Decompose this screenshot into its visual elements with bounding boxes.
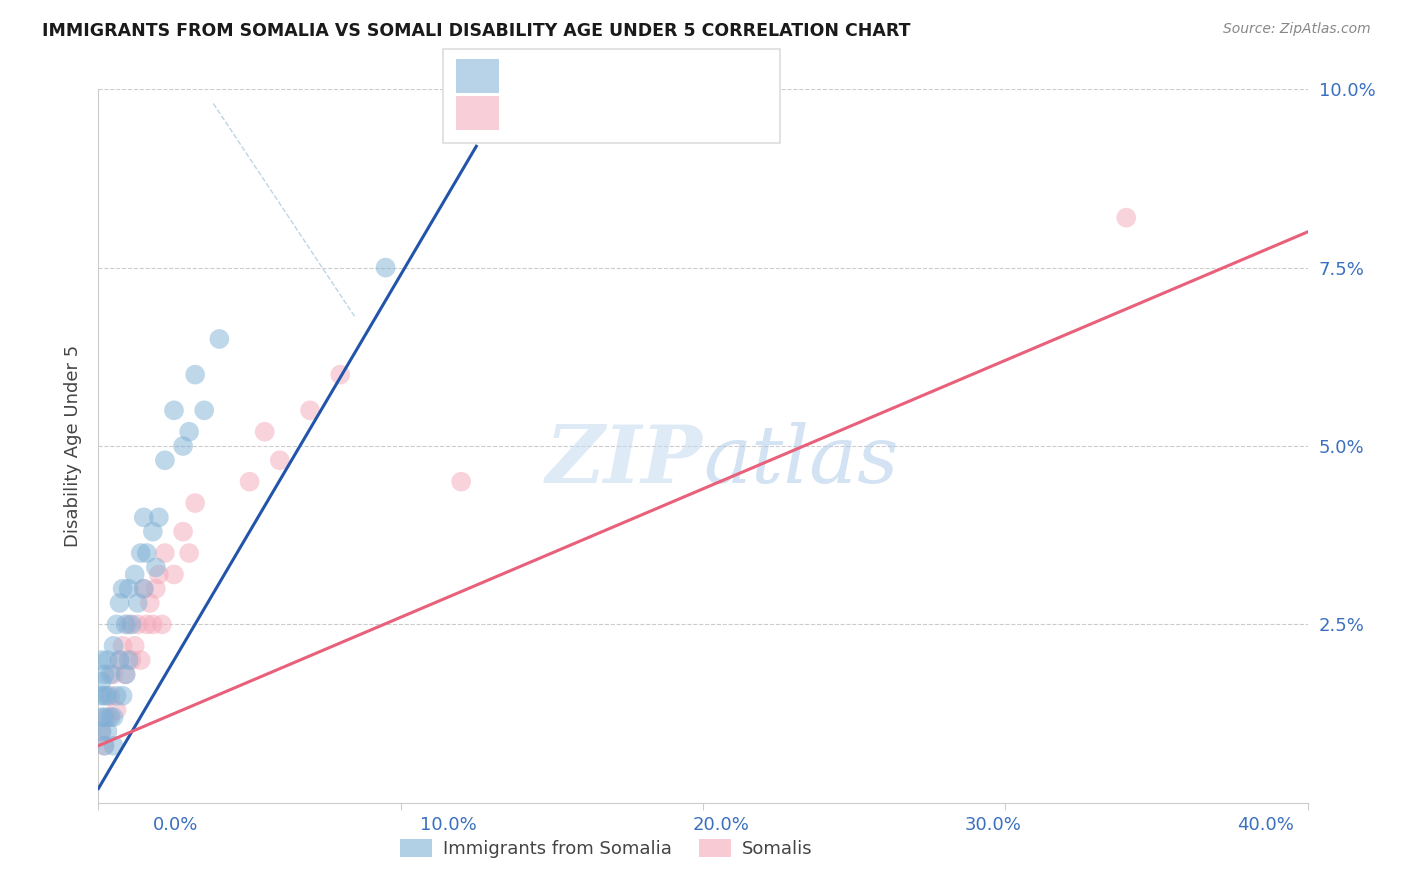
Point: [299, 403, 322, 417]
Point: [329, 368, 352, 382]
Point: [193, 403, 215, 417]
Point: [90, 724, 112, 739]
Point: [96, 724, 118, 739]
Point: [374, 260, 396, 275]
Point: [148, 510, 170, 524]
Text: 10.0%: 10.0%: [420, 816, 477, 834]
Point: [100, 689, 122, 703]
Text: 40.0%: 40.0%: [1237, 816, 1294, 834]
Point: [111, 689, 134, 703]
Point: [103, 739, 125, 753]
Point: [142, 617, 165, 632]
Point: [96, 653, 118, 667]
Text: 0.762: 0.762: [546, 103, 607, 123]
Point: [145, 560, 167, 574]
Point: [90, 724, 112, 739]
Point: [208, 332, 231, 346]
Point: [105, 689, 128, 703]
Text: N =: N =: [602, 66, 645, 86]
Text: 45: 45: [643, 66, 669, 86]
Point: [124, 639, 146, 653]
Text: IMMIGRANTS FROM SOMALIA VS SOMALI DISABILITY AGE UNDER 5 CORRELATION CHART: IMMIGRANTS FROM SOMALIA VS SOMALI DISABI…: [42, 22, 911, 40]
Point: [111, 582, 134, 596]
Point: [103, 639, 125, 653]
Point: [163, 403, 186, 417]
Point: [153, 546, 176, 560]
Point: [139, 596, 162, 610]
Point: [179, 546, 201, 560]
Point: [1115, 211, 1137, 225]
Point: [100, 667, 122, 681]
Text: ZIP: ZIP: [546, 422, 703, 499]
Point: [118, 582, 141, 596]
Point: [150, 617, 173, 632]
Point: [90, 674, 112, 689]
Point: [184, 496, 207, 510]
Point: [100, 710, 122, 724]
Point: [129, 546, 152, 560]
Point: [135, 546, 157, 560]
Point: [153, 453, 176, 467]
Point: [132, 510, 155, 524]
Point: [127, 617, 149, 632]
Point: [121, 617, 143, 632]
Text: R =: R =: [506, 66, 548, 86]
Point: [124, 567, 146, 582]
Point: [163, 567, 186, 582]
Text: 0.612: 0.612: [546, 66, 607, 86]
Point: [253, 425, 276, 439]
Point: [121, 653, 143, 667]
Point: [93, 739, 115, 753]
Text: atlas: atlas: [703, 422, 898, 499]
Legend: Immigrants from Somalia, Somalis: Immigrants from Somalia, Somalis: [392, 831, 820, 865]
Point: [239, 475, 262, 489]
Point: [114, 667, 136, 681]
Point: [179, 425, 201, 439]
Point: [269, 453, 291, 467]
Point: [148, 567, 170, 582]
Text: 0.0%: 0.0%: [153, 816, 198, 834]
Point: [93, 710, 115, 724]
Point: [93, 739, 115, 753]
Text: Source: ZipAtlas.com: Source: ZipAtlas.com: [1223, 22, 1371, 37]
Point: [105, 617, 128, 632]
Point: [96, 689, 118, 703]
Point: [108, 653, 131, 667]
Point: [450, 475, 472, 489]
Point: [129, 653, 152, 667]
Point: [172, 439, 194, 453]
Point: [114, 667, 136, 681]
Point: [118, 653, 141, 667]
Text: 20.0%: 20.0%: [692, 816, 749, 834]
Point: [142, 524, 165, 539]
Text: N =: N =: [602, 103, 645, 123]
Point: [90, 710, 112, 724]
Y-axis label: Disability Age Under 5: Disability Age Under 5: [65, 345, 83, 547]
Point: [172, 524, 194, 539]
Point: [90, 689, 112, 703]
Point: [114, 617, 136, 632]
Point: [132, 582, 155, 596]
Point: [145, 582, 167, 596]
Point: [103, 667, 125, 681]
Point: [90, 653, 112, 667]
Point: [135, 617, 157, 632]
Point: [93, 689, 115, 703]
Point: [108, 653, 131, 667]
Point: [108, 596, 131, 610]
Point: [132, 582, 155, 596]
Point: [105, 703, 128, 717]
Point: [184, 368, 207, 382]
Point: [127, 596, 149, 610]
Point: [93, 667, 115, 681]
Text: R =: R =: [506, 103, 548, 123]
Text: 33: 33: [643, 103, 669, 123]
Text: 30.0%: 30.0%: [965, 816, 1021, 834]
Point: [118, 617, 141, 632]
Point: [111, 639, 134, 653]
Point: [103, 710, 125, 724]
Point: [96, 710, 118, 724]
